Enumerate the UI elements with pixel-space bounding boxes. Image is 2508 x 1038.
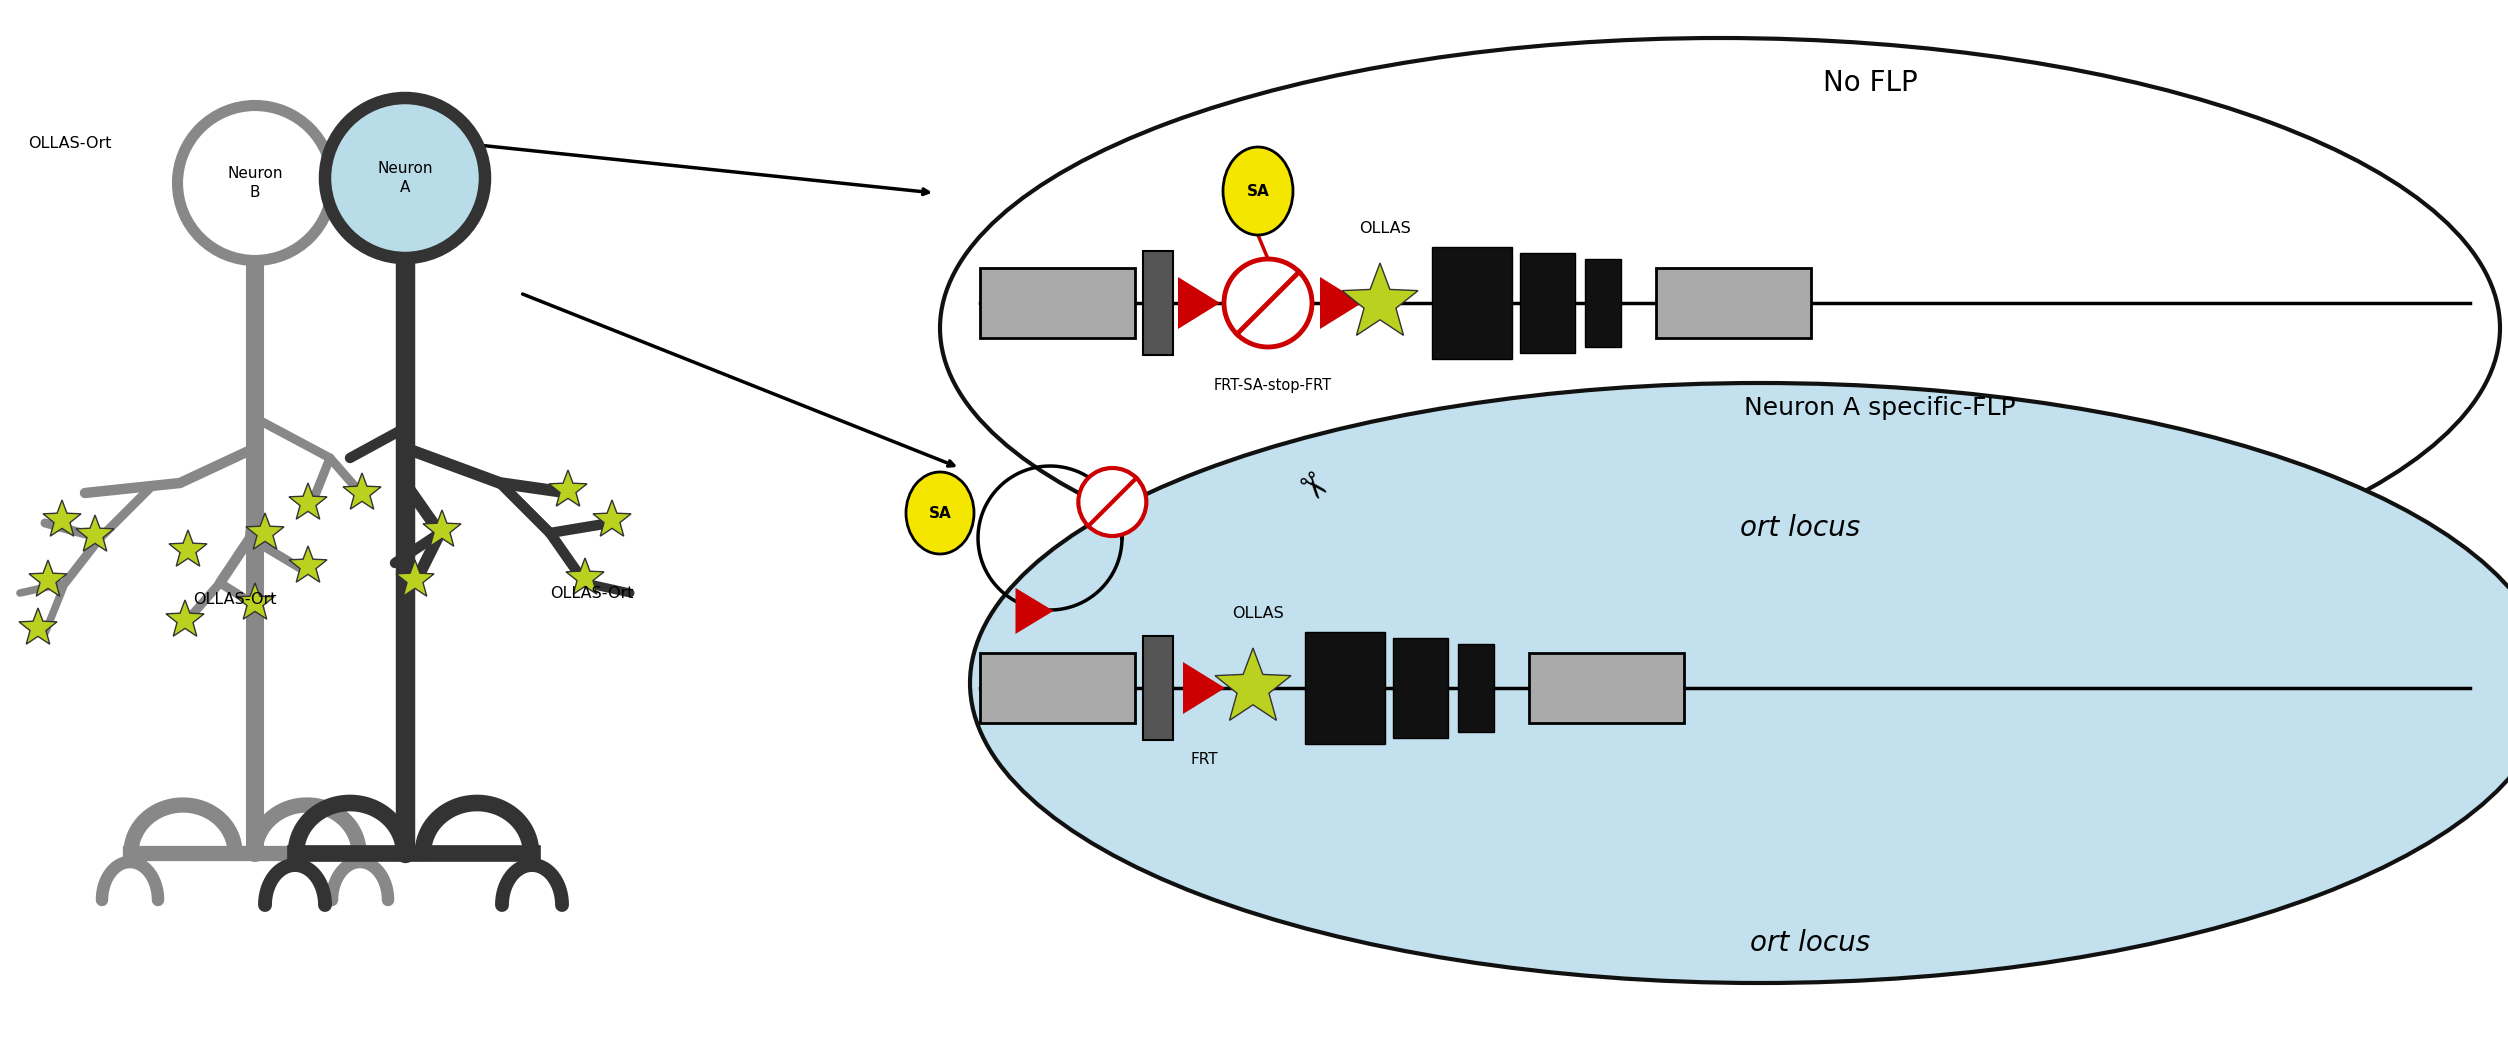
Text: OLLAS-Ort: OLLAS-Ort — [193, 593, 276, 607]
Text: SA: SA — [1246, 184, 1269, 198]
Polygon shape — [288, 546, 326, 582]
Bar — [1520, 253, 1575, 353]
Bar — [981, 268, 1136, 338]
Text: FRT: FRT — [1191, 753, 1219, 767]
Bar — [1432, 247, 1512, 359]
Circle shape — [1224, 260, 1312, 347]
Text: OLLAS: OLLAS — [1359, 220, 1412, 236]
Polygon shape — [1214, 648, 1292, 720]
Polygon shape — [1016, 588, 1053, 634]
Ellipse shape — [971, 383, 2508, 983]
Bar — [1585, 260, 1620, 347]
Text: OLLAS-Ort: OLLAS-Ort — [549, 585, 635, 601]
Text: OLLAS: OLLAS — [1231, 605, 1284, 621]
Text: Neuron
B: Neuron B — [228, 166, 283, 199]
Text: ort locus: ort locus — [1741, 514, 1861, 542]
Circle shape — [1078, 468, 1146, 536]
Polygon shape — [1319, 277, 1362, 329]
Ellipse shape — [326, 98, 484, 258]
Polygon shape — [424, 510, 461, 546]
Text: Neuron
A: Neuron A — [376, 161, 434, 195]
Polygon shape — [396, 559, 434, 596]
Polygon shape — [166, 600, 203, 636]
Polygon shape — [43, 500, 80, 537]
Bar — [1457, 644, 1495, 732]
Ellipse shape — [940, 38, 2500, 618]
Text: ✂: ✂ — [1287, 465, 1332, 511]
Bar — [1144, 251, 1174, 355]
Ellipse shape — [178, 106, 334, 261]
Text: SA: SA — [928, 506, 951, 520]
Bar — [1530, 653, 1683, 723]
Polygon shape — [1342, 263, 1417, 335]
Ellipse shape — [905, 472, 973, 554]
Polygon shape — [1184, 662, 1224, 714]
Polygon shape — [168, 530, 208, 566]
Text: ort locus: ort locus — [1751, 929, 1871, 957]
Polygon shape — [20, 608, 58, 645]
Text: FRT-SA-stop-FRT: FRT-SA-stop-FRT — [1214, 378, 1332, 392]
Text: Neuron A specific-FLP: Neuron A specific-FLP — [1743, 397, 2016, 420]
Text: No FLP: No FLP — [1823, 69, 1919, 97]
Polygon shape — [549, 470, 587, 507]
Text: OLLAS-Ort: OLLAS-Ort — [28, 136, 110, 151]
Polygon shape — [1179, 277, 1219, 329]
Polygon shape — [592, 500, 632, 537]
Polygon shape — [344, 473, 381, 510]
Bar — [981, 653, 1136, 723]
Bar — [1304, 632, 1384, 744]
Ellipse shape — [1224, 147, 1294, 235]
Polygon shape — [30, 559, 68, 596]
Polygon shape — [288, 483, 326, 519]
Polygon shape — [246, 513, 283, 549]
Polygon shape — [75, 515, 113, 551]
Bar — [1144, 636, 1174, 740]
Polygon shape — [236, 583, 273, 620]
Bar — [1392, 638, 1447, 738]
Bar — [1655, 268, 1811, 338]
Polygon shape — [567, 558, 604, 594]
